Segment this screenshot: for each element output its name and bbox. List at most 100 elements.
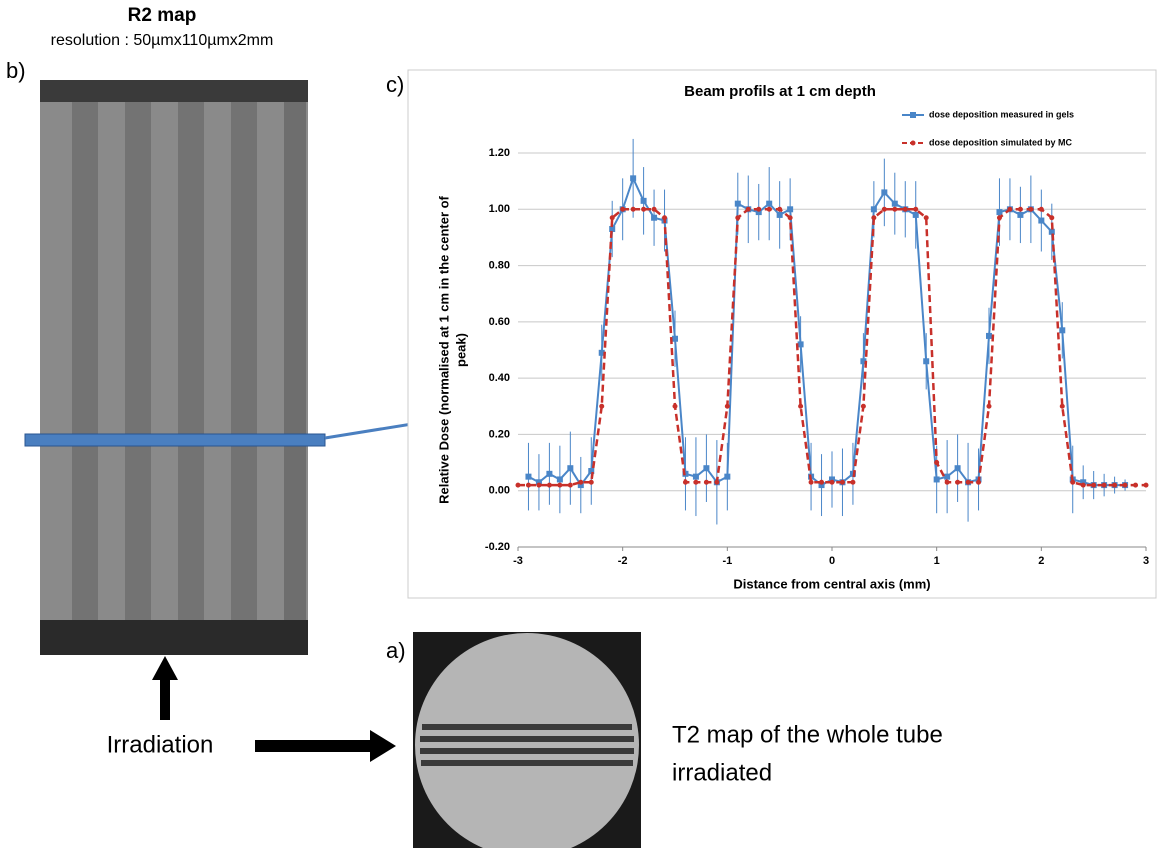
- panel-label: a): [386, 638, 406, 663]
- point: [892, 206, 898, 212]
- x-tick-label: -3: [513, 555, 523, 567]
- point: [641, 206, 647, 212]
- t2-caption: irradiated: [672, 759, 772, 786]
- point: [556, 476, 563, 483]
- up-arrow: [152, 656, 178, 720]
- y-tick-label: -0.20: [485, 541, 510, 553]
- point: [881, 206, 887, 212]
- point: [1112, 482, 1118, 488]
- point: [567, 465, 574, 472]
- point: [808, 479, 814, 485]
- point: [588, 479, 594, 485]
- point: [724, 473, 731, 480]
- point: [724, 403, 730, 409]
- x-axis-label: Distance from central axis (mm): [733, 576, 930, 591]
- point: [954, 465, 961, 472]
- y-tick-label: 1.00: [489, 203, 510, 215]
- point: [829, 476, 835, 483]
- point: [682, 479, 688, 485]
- point: [976, 479, 982, 485]
- map-resolution: resolution : 50µmx110µmx2mm: [51, 32, 274, 49]
- point: [1080, 482, 1086, 488]
- point: [818, 482, 825, 489]
- y-tick-label: 0.40: [489, 372, 510, 384]
- point: [588, 468, 595, 475]
- point: [996, 209, 1003, 216]
- point: [1049, 215, 1055, 221]
- x-tick-label: 3: [1143, 555, 1149, 567]
- panel-label: b): [6, 58, 26, 83]
- point: [944, 473, 951, 480]
- point: [1101, 482, 1107, 488]
- point: [871, 215, 877, 221]
- point: [567, 482, 573, 488]
- point: [913, 206, 919, 212]
- point: [703, 465, 710, 472]
- point: [672, 403, 678, 409]
- point: [902, 206, 908, 212]
- legend-marker: [910, 112, 916, 118]
- point: [1038, 206, 1044, 212]
- point: [1080, 479, 1087, 486]
- point: [1059, 327, 1066, 334]
- point: [1143, 482, 1149, 488]
- chart-frame: [407, 69, 1157, 599]
- y-tick-label: 0.80: [489, 259, 510, 271]
- point: [578, 479, 584, 485]
- point: [797, 341, 804, 348]
- point: [599, 403, 605, 409]
- point: [986, 332, 992, 339]
- point: [912, 211, 919, 218]
- point: [923, 215, 929, 221]
- y-tick-label: 0.20: [489, 428, 510, 440]
- y-axis-label-line: peak): [453, 333, 468, 367]
- point: [798, 403, 804, 409]
- point: [609, 215, 615, 221]
- point: [1091, 482, 1097, 488]
- point: [703, 479, 709, 485]
- point: [891, 200, 898, 207]
- point: [819, 479, 825, 485]
- point: [598, 349, 605, 356]
- point: [1059, 403, 1065, 409]
- point: [850, 479, 856, 485]
- point: [557, 482, 563, 488]
- t2-caption: T2 map of the whole tube: [672, 721, 943, 748]
- point: [860, 358, 867, 365]
- point: [787, 215, 793, 221]
- point: [735, 215, 741, 221]
- point: [745, 206, 751, 212]
- x-tick-label: 2: [1038, 555, 1044, 567]
- point: [766, 206, 772, 212]
- point: [546, 482, 552, 488]
- point: [986, 403, 992, 409]
- y-axis-label: Relative Dose (normalised at 1 cm in the…: [436, 195, 468, 503]
- point: [766, 200, 773, 207]
- point: [525, 473, 532, 480]
- point: [1038, 217, 1045, 224]
- point: [1070, 479, 1076, 485]
- point: [693, 479, 699, 485]
- point: [620, 206, 626, 212]
- point: [944, 479, 950, 485]
- y-tick-label: 1.20: [489, 147, 510, 159]
- point: [515, 482, 521, 488]
- point: [839, 479, 845, 485]
- point: [1028, 206, 1034, 212]
- point: [1048, 228, 1055, 235]
- point: [777, 206, 783, 212]
- point: [651, 206, 657, 212]
- x-tick-label: -1: [722, 555, 732, 567]
- y-tick-label: 0.60: [489, 316, 510, 328]
- point: [787, 206, 794, 213]
- point: [546, 470, 553, 477]
- profile-line: [24, 433, 326, 447]
- point: [934, 460, 940, 466]
- point: [860, 403, 866, 409]
- point: [714, 479, 720, 485]
- t2-map-image: [413, 632, 641, 848]
- x-tick-label: 0: [829, 555, 835, 567]
- point: [881, 189, 888, 196]
- x-tick-label: -2: [618, 555, 628, 567]
- y-tick-label: 0.00: [489, 485, 510, 497]
